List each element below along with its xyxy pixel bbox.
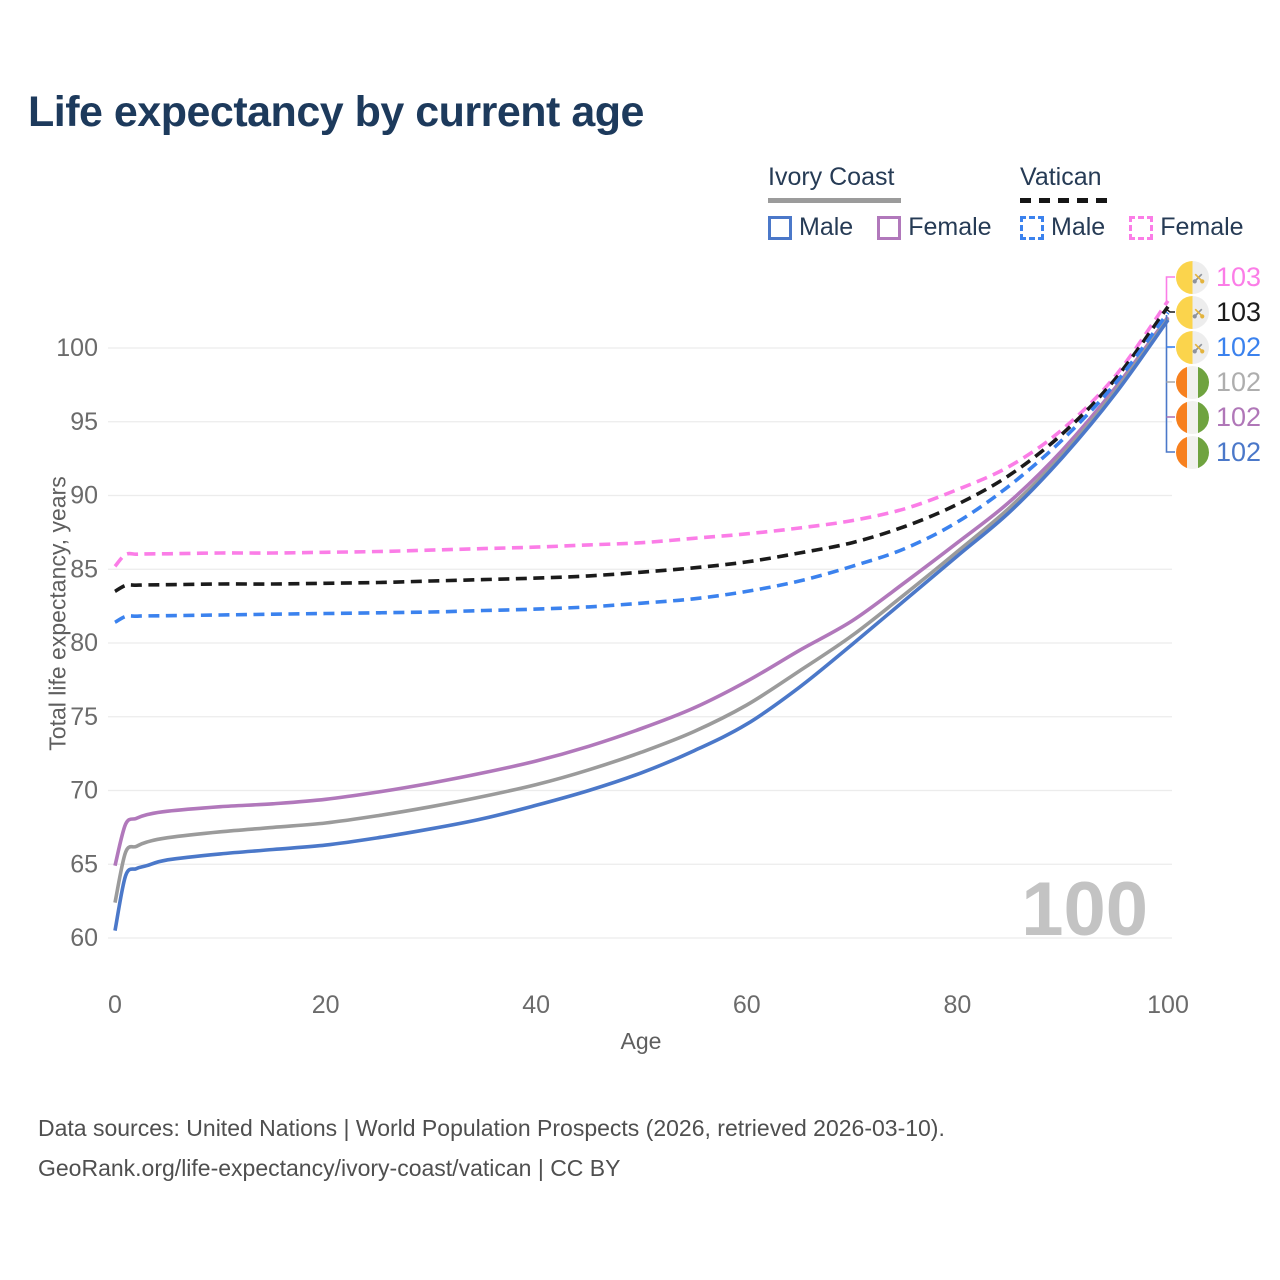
series-line-ivory-coast-female — [113, 315, 1170, 867]
y-tick-90: 90 — [70, 482, 98, 510]
leader-bracket — [1165, 315, 1175, 453]
series-line-vatican-male — [114, 311, 1170, 624]
vatican-flag-icon — [1176, 330, 1209, 364]
x-tick-100: 100 — [1147, 991, 1189, 1019]
vatican-male-swatch — [1020, 215, 1044, 240]
ivory-coast-flag-icon — [1176, 365, 1209, 399]
end-label-ivory-coast-female: 102 — [1176, 400, 1261, 434]
y-tick-95: 95 — [70, 408, 98, 436]
y-tick-70: 70 — [70, 777, 98, 805]
y-tick-100: 100 — [56, 334, 98, 362]
x-tick-20: 20 — [312, 991, 340, 1019]
data-sources-line1: Data sources: United Nations | World Pop… — [38, 1115, 945, 1141]
legend-item-ivory-coast-female[interactable]: Female — [877, 213, 992, 242]
data-sources: Data sources: United Nations | World Pop… — [38, 1108, 945, 1188]
legend-group-ivory-coast: Ivory Coast Male Female — [768, 163, 992, 242]
x-axis-title: Age — [620, 1028, 662, 1054]
end-value: 103 — [1216, 296, 1262, 327]
end-value: 102 — [1216, 436, 1262, 467]
legend-ivory-coast-label[interactable]: Ivory Coast — [768, 163, 895, 191]
leader-vatican — [1165, 308, 1175, 313]
legend-label: Female — [908, 213, 992, 241]
vatican-flag-icon — [1176, 295, 1209, 329]
ivory-coast-female-swatch — [877, 215, 902, 240]
vatican-flag-icon — [1176, 260, 1209, 294]
y-tick-75: 75 — [70, 703, 98, 731]
end-value: 102 — [1216, 366, 1262, 397]
end-value: 103 — [1216, 261, 1262, 292]
x-tick-40: 40 — [522, 991, 550, 1019]
series-line-ivory-coast-male — [113, 318, 1170, 931]
x-tick-0: 0 — [108, 991, 122, 1019]
y-axis-title: Total life expectancy, years — [44, 476, 71, 751]
ivory-coast-flag-icon — [1176, 435, 1209, 469]
legend-label: Female — [1160, 213, 1244, 241]
end-label-vatican-male: 102 — [1176, 330, 1261, 364]
legend-item-vatican-male[interactable]: Male — [1020, 213, 1105, 242]
y-tick-85: 85 — [70, 555, 98, 583]
leader-vatican-female — [1165, 276, 1175, 301]
series-line-vatican — [114, 305, 1170, 593]
series-line-vatican-female — [113, 299, 1170, 568]
y-tick-60: 60 — [70, 924, 98, 952]
legend-group-vatican: Vatican Male Female — [1020, 163, 1244, 242]
legend-item-ivory-coast-male[interactable]: Male — [768, 213, 853, 242]
age-counter-watermark: 100 — [1021, 867, 1148, 952]
legend-label: Male — [799, 213, 854, 241]
end-label-vatican: 103 — [1176, 295, 1261, 329]
end-value: 102 — [1216, 401, 1262, 432]
data-sources-line2: GeoRank.org/life-expectancy/ivory-coast/… — [38, 1155, 621, 1181]
y-tick-80: 80 — [70, 629, 98, 657]
x-tick-80: 80 — [943, 991, 971, 1019]
end-label-ivory-coast: 102 — [1176, 365, 1261, 399]
page-title: Life expectancy by current age — [28, 88, 644, 136]
legend-item-vatican-female[interactable]: Female — [1129, 213, 1244, 242]
ivory-coast-flag-icon — [1176, 400, 1209, 434]
legend-vatican-line-sample — [1020, 198, 1109, 203]
y-tick-65: 65 — [70, 850, 98, 878]
end-label-ivory-coast-male: 102 — [1176, 435, 1261, 469]
legend-ivory-coast-line-sample — [768, 198, 901, 203]
legend-label: Male — [1051, 213, 1106, 241]
end-label-vatican-female: 103 — [1176, 260, 1261, 294]
series-line-ivory-coast — [113, 317, 1170, 903]
ivory-coast-male-swatch — [768, 215, 792, 240]
end-value: 102 — [1216, 331, 1262, 362]
vatican-female-swatch — [1129, 215, 1154, 240]
x-tick-60: 60 — [733, 991, 761, 1019]
legend-vatican-label[interactable]: Vatican — [1020, 163, 1102, 191]
